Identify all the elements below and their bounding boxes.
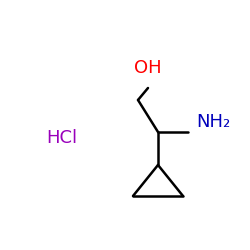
Text: HCl: HCl	[46, 129, 78, 147]
Text: OH: OH	[134, 59, 162, 77]
Text: NH₂: NH₂	[196, 113, 230, 131]
